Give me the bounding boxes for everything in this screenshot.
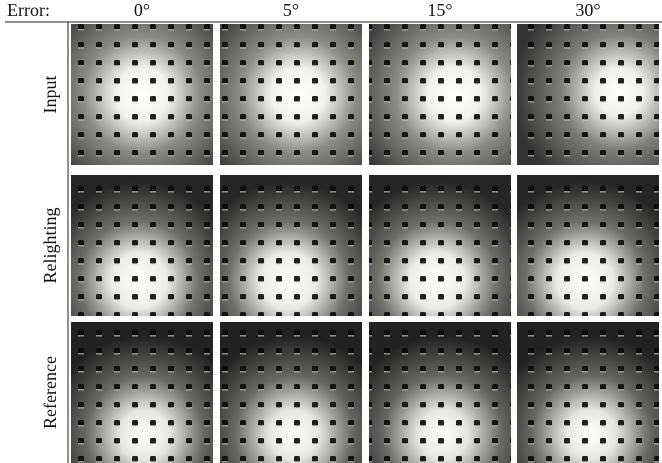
image-texture bbox=[517, 175, 659, 316]
image-texture bbox=[517, 322, 659, 463]
image-texture bbox=[369, 175, 511, 316]
image-texture bbox=[220, 322, 362, 463]
row-label: Reference bbox=[40, 356, 60, 429]
image-texture bbox=[369, 24, 511, 165]
image-texture bbox=[71, 322, 213, 463]
column-header: 5° bbox=[283, 0, 299, 20]
image-texture bbox=[220, 24, 362, 165]
column-header: 0° bbox=[134, 0, 150, 20]
image-texture bbox=[369, 322, 511, 463]
error-label: Error: bbox=[7, 0, 50, 20]
column-header: 30° bbox=[575, 0, 600, 20]
image-texture bbox=[517, 24, 659, 165]
image-texture bbox=[220, 175, 362, 316]
figure: Error: 0° 5° 15° 30° Input Relighting Referenc… bbox=[0, 0, 662, 463]
image-texture bbox=[71, 24, 213, 165]
row-label: Input bbox=[40, 76, 60, 114]
column-header: 15° bbox=[427, 0, 452, 20]
image-texture bbox=[71, 175, 213, 316]
row-label: Relighting bbox=[40, 208, 60, 284]
